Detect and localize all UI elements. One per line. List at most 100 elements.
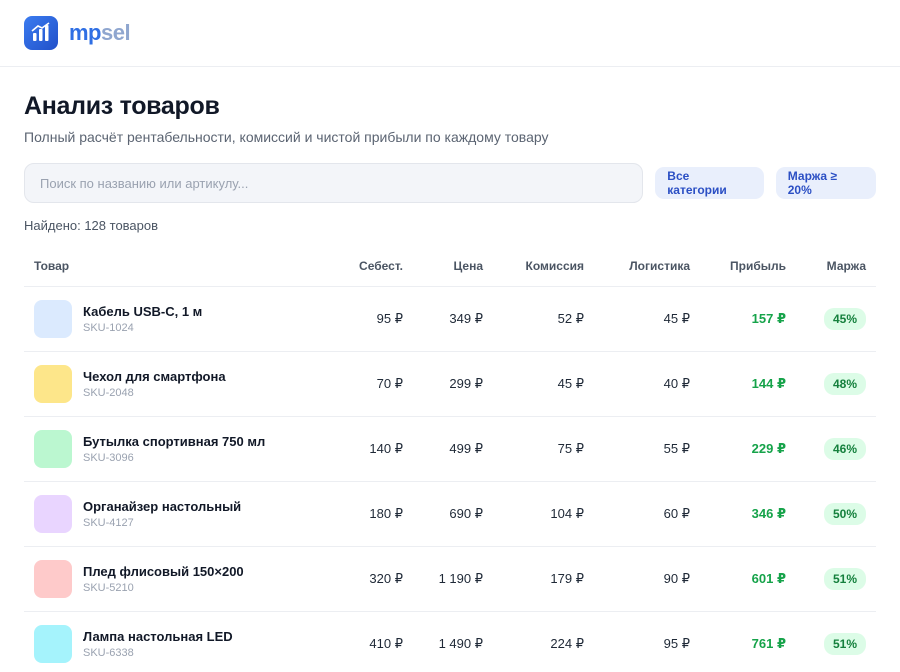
margin-badge: 45% xyxy=(823,307,866,330)
category-filter-button[interactable]: Все категории xyxy=(655,167,764,199)
profit-cell: 229 ₽ xyxy=(690,416,786,482)
product-sku: SKU-2048 xyxy=(83,386,134,399)
profit-cell: 761 ₽ xyxy=(690,611,786,672)
product-thumbnail[interactable] xyxy=(34,494,72,533)
price-cell: 349 ₽ xyxy=(403,286,483,352)
product-text: Кабель USB-C, 1 м SKU-1024 xyxy=(83,304,202,334)
margin-badge: 48% xyxy=(823,372,866,395)
margin-badge: 51% xyxy=(823,632,866,655)
product-thumbnail[interactable] xyxy=(34,364,72,403)
product-text: Бутылка спортивная 750 мл SKU-3096 xyxy=(83,434,265,464)
product-cell: Органайзер настольный SKU-4127 xyxy=(24,481,314,547)
product-sku: SKU-3096 xyxy=(83,451,134,464)
header-profit[interactable]: Прибыль xyxy=(690,247,786,287)
margin-cell: 45% xyxy=(786,286,876,352)
commission-cell: 104 ₽ xyxy=(483,481,584,547)
logistics-cell: 95 ₽ xyxy=(584,611,690,672)
margin-badge: 46% xyxy=(823,437,866,460)
search-box xyxy=(24,163,644,203)
product-name[interactable]: Чехол для смартфона xyxy=(83,368,226,384)
header-logistics[interactable]: Логистика xyxy=(584,247,690,287)
logistics-cell: 60 ₽ xyxy=(584,481,690,547)
product-info: Бутылка спортивная 750 мл SKU-3096 xyxy=(34,429,314,468)
product-name[interactable]: Органайзер настольный xyxy=(83,498,242,514)
product-cell: Чехол для смартфона SKU-2048 xyxy=(24,351,314,417)
main-content: Анализ товаров Полный расчёт рентабельно… xyxy=(0,67,900,672)
header-price[interactable]: Цена xyxy=(403,247,483,287)
header-commission[interactable]: Комиссия xyxy=(483,247,584,287)
table-row[interactable]: Лампа настольная LED SKU-6338 410 ₽1 490 ₽… xyxy=(24,611,876,672)
product-thumbnail[interactable] xyxy=(34,299,72,338)
product-text: Чехол для смартфона SKU-2048 xyxy=(83,369,226,399)
product-text: Органайзер настольный SKU-4127 xyxy=(83,499,241,529)
table-row[interactable]: Бутылка спортивная 750 мл SKU-3096 140 ₽49… xyxy=(24,416,876,482)
page-title: Анализ товаров xyxy=(24,92,220,120)
margin-cell: 51% xyxy=(786,611,876,672)
profit-cell: 144 ₽ xyxy=(690,351,786,417)
product-info: Кабель USB-C, 1 м SKU-1024 xyxy=(34,299,314,338)
product-cell: Плед флисовый 150×200 SKU-5210 xyxy=(24,546,314,612)
commission-cell: 45 ₽ xyxy=(483,351,584,417)
price-cell: 1 490 ₽ xyxy=(403,611,483,672)
profit-cell: 157 ₽ xyxy=(690,286,786,352)
profit-cell: 601 ₽ xyxy=(690,546,786,612)
product-sku: SKU-5210 xyxy=(83,581,134,594)
page-subtitle: Полный расчёт рентабельности, комиссий и… xyxy=(24,129,549,145)
profit-cell: 346 ₽ xyxy=(690,481,786,547)
table-row[interactable]: Кабель USB-C, 1 м SKU-1024 95 ₽349 ₽52 ₽45… xyxy=(24,286,876,352)
table-header-row: Товар Себест. Цена Комиссия Логистика Пр… xyxy=(24,247,876,287)
header-product[interactable]: Товар xyxy=(24,247,314,287)
price-cell: 499 ₽ xyxy=(403,416,483,482)
margin-cell: 48% xyxy=(786,351,876,417)
products-table: Товар Себест. Цена Комиссия Логистика Пр… xyxy=(24,247,876,672)
results-count: Найдено: 128 товаров xyxy=(24,218,159,233)
product-info: Плед флисовый 150×200 SKU-5210 xyxy=(34,559,314,598)
brand-name[interactable]: mpsel xyxy=(69,20,131,45)
product-thumbnail[interactable] xyxy=(34,429,72,468)
margin-badge: 50% xyxy=(823,502,866,525)
table-row[interactable]: Органайзер настольный SKU-4127 180 ₽690 ₽1… xyxy=(24,481,876,547)
product-cell: Лампа настольная LED SKU-6338 xyxy=(24,611,314,672)
product-text: Лампа настольная LED SKU-6338 xyxy=(83,629,233,659)
price-cell: 690 ₽ xyxy=(403,481,483,547)
product-name[interactable]: Бутылка спортивная 750 мл xyxy=(83,433,266,449)
product-thumbnail[interactable] xyxy=(34,624,72,663)
product-cell: Бутылка спортивная 750 мл SKU-3096 xyxy=(24,416,314,482)
product-name[interactable]: Кабель USB-C, 1 м xyxy=(83,303,203,319)
logistics-cell: 40 ₽ xyxy=(584,351,690,417)
commission-cell: 75 ₽ xyxy=(483,416,584,482)
cost-cell: 95 ₽ xyxy=(314,286,403,352)
margin-cell: 46% xyxy=(786,416,876,482)
logistics-cell: 90 ₽ xyxy=(584,546,690,612)
top-bar: mpsel xyxy=(0,0,900,67)
product-text: Плед флисовый 150×200 SKU-5210 xyxy=(83,564,244,594)
cost-cell: 70 ₽ xyxy=(314,351,403,417)
margin-cell: 51% xyxy=(786,546,876,612)
price-cell: 299 ₽ xyxy=(403,351,483,417)
product-sku: SKU-1024 xyxy=(83,321,134,334)
product-sku: SKU-4127 xyxy=(83,516,134,529)
search-input[interactable] xyxy=(40,175,643,191)
cost-cell: 320 ₽ xyxy=(314,546,403,612)
margin-badge: 51% xyxy=(823,567,866,590)
product-thumbnail[interactable] xyxy=(34,559,72,598)
header-margin[interactable]: Маржа xyxy=(786,247,876,287)
cost-cell: 410 ₽ xyxy=(314,611,403,672)
price-cell: 1 190 ₽ xyxy=(403,546,483,612)
product-info: Органайзер настольный SKU-4127 xyxy=(34,494,314,533)
commission-cell: 224 ₽ xyxy=(483,611,584,672)
table-row[interactable]: Чехол для смартфона SKU-2048 70 ₽299 ₽45 ₽… xyxy=(24,351,876,417)
logistics-cell: 45 ₽ xyxy=(584,286,690,352)
product-name[interactable]: Плед флисовый 150×200 xyxy=(83,563,244,579)
product-info: Чехол для смартфона SKU-2048 xyxy=(34,364,314,403)
commission-cell: 52 ₽ xyxy=(483,286,584,352)
bar-chart-icon[interactable] xyxy=(24,16,58,50)
margin-cell: 50% xyxy=(786,481,876,547)
logistics-cell: 55 ₽ xyxy=(584,416,690,482)
table-row[interactable]: Плед флисовый 150×200 SKU-5210 320 ₽1 190 … xyxy=(24,546,876,612)
header-cost[interactable]: Себест. xyxy=(314,247,403,287)
margin-filter-button[interactable]: Маржа ≥ 20% xyxy=(775,167,876,199)
product-cell: Кабель USB-C, 1 м SKU-1024 xyxy=(24,286,314,352)
product-name[interactable]: Лампа настольная LED xyxy=(83,628,233,644)
product-info: Лампа настольная LED SKU-6338 xyxy=(34,624,314,663)
